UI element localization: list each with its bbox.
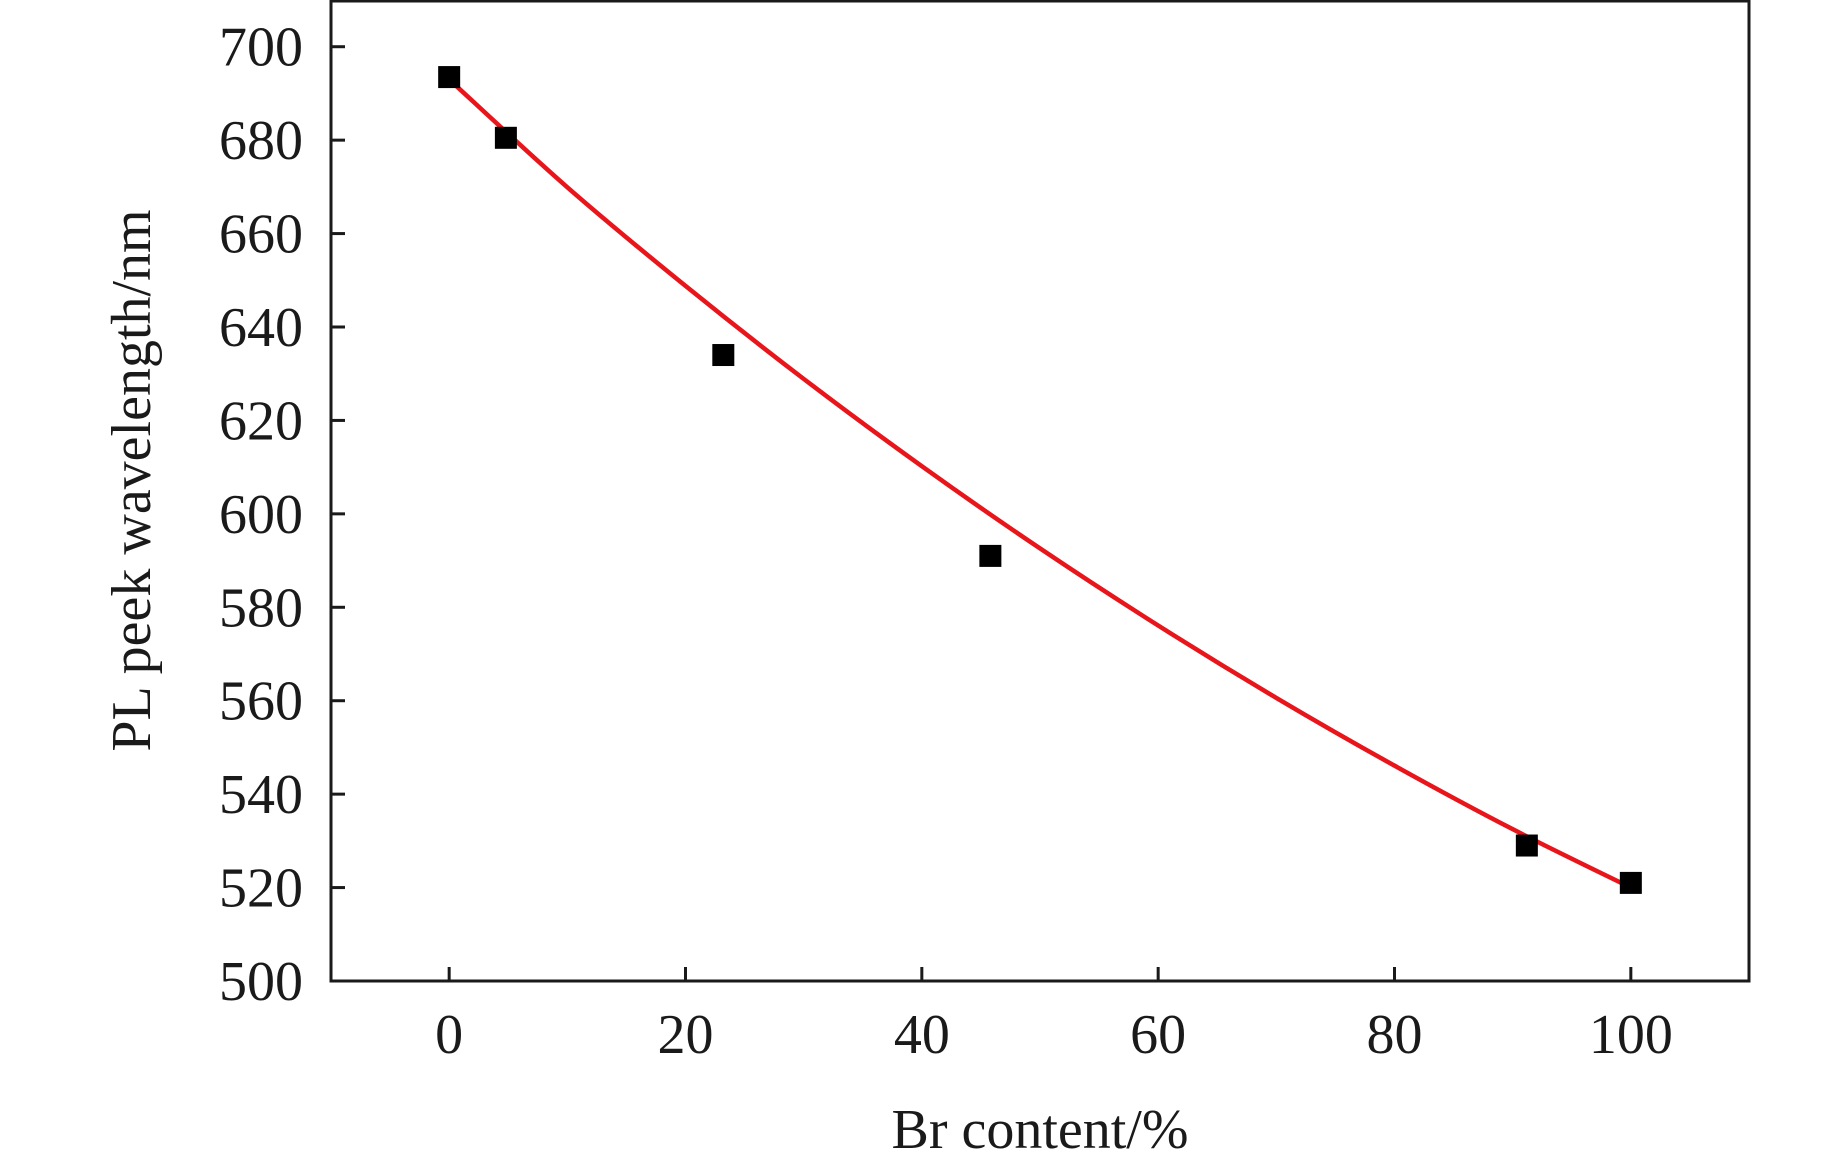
data-points-layer: [438, 66, 1642, 894]
x-tick-label: 20: [658, 1004, 714, 1066]
x-tick-label: 80: [1367, 1004, 1423, 1066]
x-axis-label: Br content/%: [891, 1099, 1188, 1161]
y-tick-label: 600: [219, 484, 303, 546]
y-tick-label: 580: [219, 577, 303, 639]
plot-frame: [329, 0, 1751, 983]
data-point: [1515, 834, 1538, 857]
y-tick-label: 640: [219, 297, 303, 359]
y-tick-label: 560: [219, 671, 303, 733]
y-axis-ticks: 500 520 540 560 580 600 620 640 660 680 700: [219, 17, 345, 1013]
y-tick-label: 620: [219, 390, 303, 452]
data-point: [1619, 871, 1642, 894]
x-tick-label: 0: [435, 1004, 463, 1066]
y-tick-label: 520: [219, 858, 303, 920]
data-point: [494, 126, 517, 149]
x-tick-label: 100: [1589, 1004, 1673, 1066]
data-point: [979, 544, 1002, 567]
fit-curve-layer: [447, 77, 1632, 890]
data-point: [712, 344, 735, 367]
x-axis-ticks: 0 20 40 60 80 100: [435, 967, 1673, 1066]
y-tick-label: 660: [219, 204, 303, 266]
y-tick-label: 540: [219, 764, 303, 826]
fit-curve: [447, 77, 1632, 890]
data-point: [438, 66, 461, 89]
x-tick-label: 60: [1130, 1004, 1186, 1066]
y-tick-label: 500: [219, 951, 303, 1013]
y-axis-label: PL peek wavelength/nm: [101, 209, 163, 751]
x-tick-label: 40: [894, 1004, 950, 1066]
y-tick-label: 700: [219, 17, 303, 79]
y-tick-label: 680: [219, 110, 303, 172]
